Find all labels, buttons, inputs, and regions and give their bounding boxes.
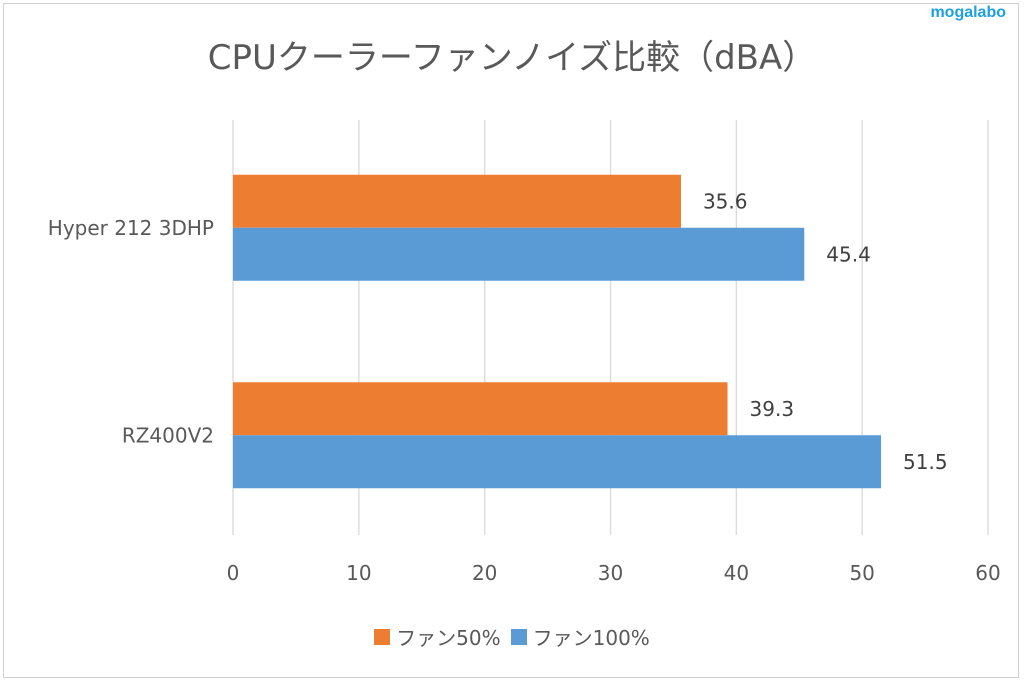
legend-item-fan100: ファン100% <box>510 622 650 651</box>
data-label: 51.5 <box>903 450 948 474</box>
data-label: 39.3 <box>750 397 795 421</box>
x-tick-label: 0 <box>227 561 240 585</box>
bar-fan100 <box>233 435 882 489</box>
legend-swatch-fan50 <box>374 628 391 645</box>
legend: ファン50% ファン100% <box>0 622 1024 651</box>
legend-label-fan100: ファン100% <box>532 626 650 650</box>
bar-fan50 <box>233 382 728 436</box>
data-label: 45.4 <box>826 242 871 266</box>
category-label: RZ400V2 <box>122 423 214 447</box>
legend-label-fan50: ファン50% <box>396 626 501 650</box>
x-tick-label: 50 <box>849 561 874 585</box>
category-label: Hyper 212 3DHP <box>48 216 214 240</box>
data-label: 35.6 <box>703 189 748 213</box>
x-tick-label: 20 <box>472 561 497 585</box>
x-tick-label: 60 <box>975 561 1000 585</box>
bar-fan100 <box>233 227 805 281</box>
watermark-logo: mogalabo <box>930 4 1006 21</box>
x-tick-label: 40 <box>724 561 749 585</box>
legend-swatch-fan100 <box>510 628 527 645</box>
chart-title: CPUクーラーファンノイズ比較（dBA） <box>207 38 817 78</box>
legend-item-fan50: ファン50% <box>374 622 501 651</box>
chart-frame <box>3 3 1019 678</box>
bar-fan50 <box>233 174 681 228</box>
x-tick-label: 30 <box>598 561 623 585</box>
x-tick-label: 10 <box>346 561 371 585</box>
